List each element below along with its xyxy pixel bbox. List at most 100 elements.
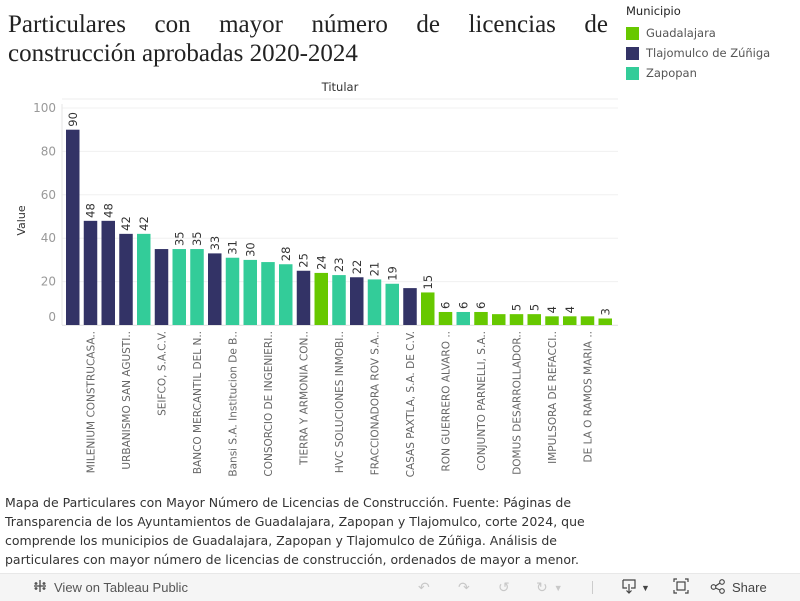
bar-value-label: 6 bbox=[439, 302, 453, 309]
x-tick-label: IMPULSORA DE REFACCI.. bbox=[547, 331, 559, 464]
bar[interactable] bbox=[438, 311, 453, 325]
bar[interactable] bbox=[83, 220, 98, 325]
redo-button[interactable]: ↷ bbox=[458, 574, 470, 601]
view-on-tableau-link[interactable]: View on Tableau Public bbox=[32, 574, 188, 601]
refresh-button[interactable]: ↻ ▼ bbox=[536, 574, 563, 601]
y-tick-label: 100 bbox=[33, 101, 56, 115]
bar[interactable] bbox=[119, 233, 133, 325]
bar[interactable] bbox=[474, 311, 488, 325]
legend-label: Tlajomulco de Zúñiga bbox=[646, 46, 771, 60]
bar[interactable] bbox=[137, 233, 151, 325]
x-tick-label: DOMUS DESARROLLADOR.. bbox=[512, 331, 524, 475]
legend-label: Zapopan bbox=[646, 66, 697, 80]
bar[interactable] bbox=[403, 288, 417, 325]
bar-value-label: 4 bbox=[563, 306, 577, 313]
x-tick-label: SEIFCO, S.A.C.V. bbox=[157, 331, 169, 416]
column-header: Titular bbox=[321, 80, 359, 94]
bar[interactable] bbox=[101, 220, 116, 325]
bar[interactable] bbox=[66, 129, 80, 325]
share-button[interactable]: Share bbox=[710, 574, 767, 601]
bar[interactable] bbox=[296, 270, 311, 325]
y-tick-label: 40 bbox=[41, 231, 56, 245]
legend-item-guadalajara[interactable]: Guadalajara bbox=[626, 23, 770, 43]
bar-value-label: 5 bbox=[527, 304, 541, 311]
bar[interactable] bbox=[208, 253, 222, 325]
bar[interactable] bbox=[332, 275, 346, 325]
bar[interactable] bbox=[509, 314, 524, 325]
bar[interactable] bbox=[421, 292, 435, 325]
bar[interactable] bbox=[154, 249, 169, 325]
x-tick-label: DE LA O RAMOS MARIA .. bbox=[583, 331, 595, 462]
legend-title: Municipio bbox=[626, 4, 681, 18]
refresh-icon: ↻ bbox=[536, 579, 548, 595]
bar-value-label: 15 bbox=[421, 275, 435, 290]
x-tick-label: Bansi S.A. Institucion De B.. bbox=[228, 331, 240, 477]
bar-value-label: 42 bbox=[119, 216, 133, 231]
x-tick-label: MILENIUM CONSTRUCASA.. bbox=[86, 331, 98, 473]
legend-label: Guadalajara bbox=[646, 26, 716, 40]
bar-value-label: 3 bbox=[598, 308, 612, 315]
bar[interactable] bbox=[261, 262, 275, 325]
y-tick-label: 80 bbox=[41, 144, 56, 158]
tableau-logo-icon bbox=[32, 578, 48, 597]
bar[interactable] bbox=[456, 311, 471, 325]
x-tick-label: BANCO MERCANTIL DEL N.. bbox=[192, 331, 204, 474]
revert-button[interactable]: ↺ bbox=[498, 574, 510, 601]
bar[interactable] bbox=[314, 272, 329, 325]
share-icon bbox=[710, 578, 726, 597]
y-axis-title: Value bbox=[15, 205, 28, 235]
bar[interactable] bbox=[492, 314, 506, 325]
bar-value-label: 35 bbox=[190, 231, 204, 246]
download-button[interactable]: ▼ bbox=[621, 574, 650, 601]
bar-value-label: 5 bbox=[510, 304, 524, 311]
bar[interactable] bbox=[190, 249, 204, 325]
legend-swatch bbox=[626, 46, 639, 60]
chart-title: Particulares con mayor número de licenci… bbox=[8, 11, 608, 67]
bar[interactable] bbox=[598, 318, 613, 325]
bar-value-label: 35 bbox=[172, 231, 186, 246]
x-tick-label: RON GUERRERO ALVARO .. bbox=[441, 331, 453, 471]
bar-value-label: 31 bbox=[226, 240, 240, 255]
bar[interactable] bbox=[243, 259, 258, 325]
x-tick-label: TIERRA Y ARMONIA CON.. bbox=[299, 331, 311, 466]
fullscreen-button[interactable] bbox=[673, 574, 689, 601]
y-tick-label: 20 bbox=[41, 275, 56, 289]
bar[interactable] bbox=[527, 314, 542, 325]
bar-value-label: 48 bbox=[101, 203, 115, 218]
bar[interactable] bbox=[172, 249, 187, 325]
share-label: Share bbox=[732, 580, 767, 595]
bar-value-label: 6 bbox=[474, 302, 488, 309]
bar-value-label: 23 bbox=[332, 257, 346, 272]
bar-value-label: 42 bbox=[137, 216, 151, 231]
x-tick-label: FRACCIONADORA ROV S.A.. bbox=[370, 331, 382, 475]
bar-value-label: 4 bbox=[545, 306, 559, 313]
bar[interactable] bbox=[279, 264, 293, 325]
undo-button[interactable]: ↶ bbox=[418, 574, 430, 601]
bar[interactable] bbox=[563, 316, 577, 325]
undo-icon: ↶ bbox=[418, 579, 430, 595]
bar[interactable] bbox=[545, 316, 559, 325]
legend-item-zapopan[interactable]: Zapopan bbox=[626, 63, 770, 83]
toolbar-divider bbox=[592, 574, 593, 601]
revert-icon: ↺ bbox=[498, 579, 510, 595]
bar-value-label: 21 bbox=[368, 262, 382, 277]
bar[interactable] bbox=[350, 277, 364, 325]
legend-item-tlajomulco[interactable]: Tlajomulco de Zúñiga bbox=[626, 43, 770, 63]
view-on-tableau-label: View on Tableau Public bbox=[54, 580, 188, 595]
bar-value-label: 25 bbox=[297, 253, 311, 268]
bar[interactable] bbox=[225, 257, 240, 325]
y-tick-label: 60 bbox=[41, 188, 56, 202]
caption: Mapa de Particulares con Mayor Número de… bbox=[5, 495, 585, 567]
x-tick-label: CONSORCIO DE INGENIERI.. bbox=[263, 331, 275, 477]
redo-icon: ↷ bbox=[458, 579, 470, 595]
legend: Municipio Guadalajara Tlajomulco de Zúñi… bbox=[626, 4, 770, 83]
bar[interactable] bbox=[367, 279, 382, 325]
bar-value-label: 48 bbox=[84, 203, 98, 218]
chevron-down-icon: ▼ bbox=[553, 582, 563, 593]
legend-swatch bbox=[626, 26, 639, 40]
y-tick-label: 0 bbox=[48, 310, 56, 324]
bar[interactable] bbox=[580, 316, 595, 325]
bar[interactable] bbox=[385, 283, 400, 325]
bar-value-label: 19 bbox=[385, 266, 399, 281]
bar-value-label: 24 bbox=[314, 255, 328, 270]
